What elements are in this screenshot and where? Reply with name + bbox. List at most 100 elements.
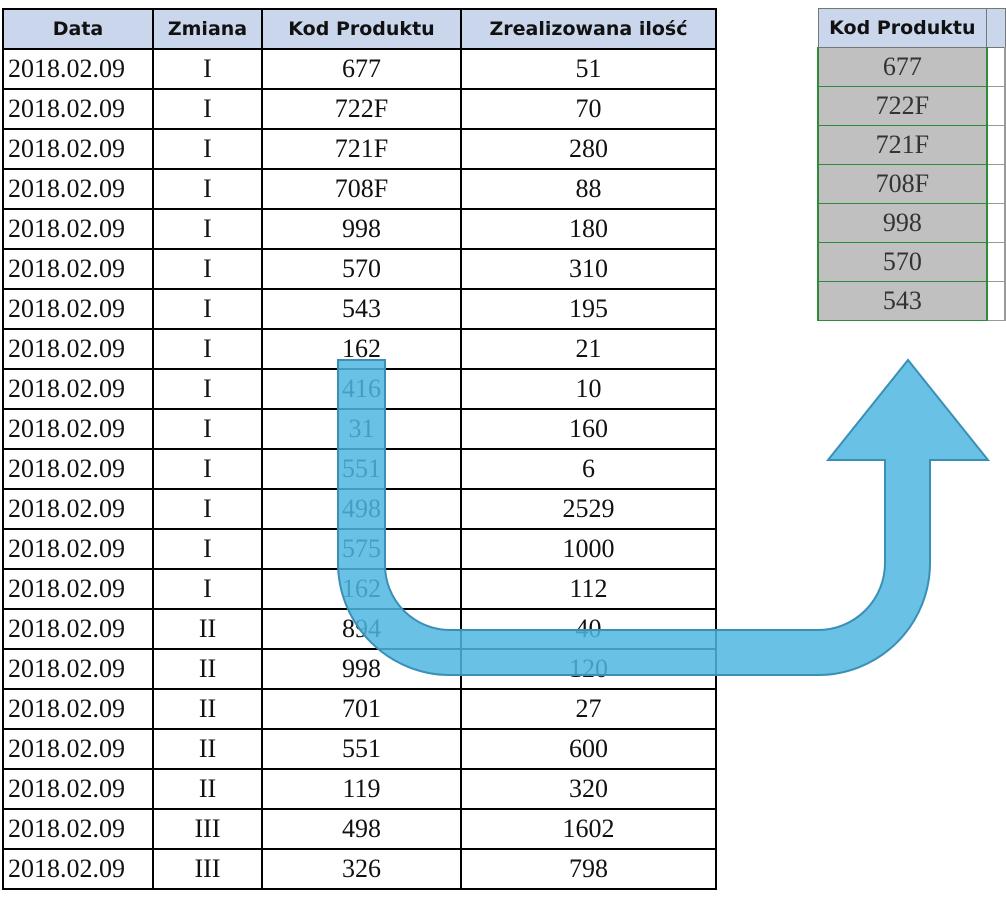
table-cell: II bbox=[152, 768, 263, 810]
table-cell: II bbox=[152, 608, 263, 650]
table-cell: 2018.02.09 bbox=[2, 688, 154, 730]
table-cell: I bbox=[152, 48, 263, 90]
table-row: 2018.02.09 I 708F 88 bbox=[2, 168, 717, 210]
product-code-table: Kod Produktu 677 722F 721F 708F 998 570 543 bbox=[817, 8, 1006, 321]
table-cell: 998 bbox=[817, 203, 988, 243]
table-cell bbox=[985, 203, 1006, 243]
table-cell: I bbox=[152, 168, 263, 210]
table-cell: 2018.02.09 bbox=[2, 368, 154, 410]
table-row: 2018.02.09 III 498 1602 bbox=[2, 808, 717, 850]
table-cell: 543 bbox=[817, 281, 988, 321]
table-cell: I bbox=[152, 88, 263, 130]
table-row: 2018.02.09 I 722F 70 bbox=[2, 88, 717, 130]
table-cell: 195 bbox=[460, 288, 717, 330]
table-cell: 2018.02.09 bbox=[2, 448, 154, 490]
table-cell: 2018.02.09 bbox=[2, 328, 154, 370]
table-cell bbox=[985, 86, 1006, 126]
table-cell bbox=[985, 281, 1006, 321]
table-cell: II bbox=[152, 648, 263, 690]
table-cell: 326 bbox=[261, 848, 462, 890]
table-cell: 21 bbox=[460, 328, 717, 370]
table-cell: II bbox=[152, 688, 263, 730]
table-cell: 2018.02.09 bbox=[2, 608, 154, 650]
table-cell: 2018.02.09 bbox=[2, 728, 154, 770]
table-cell: 88 bbox=[460, 168, 717, 210]
header-cell: Zrealizowana ilość bbox=[460, 8, 717, 50]
table-cell: 2018.02.09 bbox=[2, 528, 154, 570]
header-cell: Zmiana bbox=[152, 8, 263, 50]
table-row: 2018.02.09 II 551 600 bbox=[2, 728, 717, 770]
table-cell: 2018.02.09 bbox=[2, 408, 154, 450]
table-cell: 998 bbox=[261, 208, 462, 250]
table-cell: 1602 bbox=[460, 808, 717, 850]
table-cell: I bbox=[152, 408, 263, 450]
header-cell bbox=[986, 8, 1006, 48]
table-cell bbox=[985, 164, 1006, 204]
table-cell: I bbox=[152, 128, 263, 170]
table-cell: 2018.02.09 bbox=[2, 488, 154, 530]
header-row: Kod Produktu bbox=[817, 8, 1006, 48]
table-cell: I bbox=[152, 288, 263, 330]
table-cell: 2018.02.09 bbox=[2, 848, 154, 890]
table-cell: 27 bbox=[460, 688, 717, 730]
table-cell: 570 bbox=[261, 248, 462, 290]
table-cell: 112 bbox=[460, 568, 717, 610]
table-cell: II bbox=[152, 728, 263, 770]
table-cell: 320 bbox=[460, 768, 717, 810]
table-cell bbox=[985, 125, 1006, 165]
table-cell: 721F bbox=[261, 128, 462, 170]
header-cell: Kod Produktu bbox=[261, 8, 462, 50]
table-cell: III bbox=[152, 848, 263, 890]
table-cell: I bbox=[152, 368, 263, 410]
table-cell: 551 bbox=[261, 728, 462, 770]
table-row: 2018.02.09I5516 bbox=[2, 448, 717, 490]
table-cell: 2018.02.09 bbox=[2, 168, 154, 210]
table-cell: 570 bbox=[817, 242, 988, 282]
header-cell: Kod Produktu bbox=[817, 8, 988, 48]
copy-arrow bbox=[337, 358, 991, 676]
table-cell: 280 bbox=[460, 128, 717, 170]
table-cell: I bbox=[152, 568, 263, 610]
table-cell bbox=[985, 242, 1006, 282]
table-row: 2018.02.09 I 543 195 bbox=[2, 288, 717, 330]
table-cell: 70 bbox=[460, 88, 717, 130]
table-row: 2018.02.09 I 677 51 bbox=[2, 48, 717, 90]
table-row: 2018.02.09 III 326 798 bbox=[2, 848, 717, 890]
table-row: 570 bbox=[817, 242, 1006, 282]
table-cell: 2018.02.09 bbox=[2, 288, 154, 330]
table-cell: 2018.02.09 bbox=[2, 768, 154, 810]
table-cell: I bbox=[152, 528, 263, 570]
header-row: Data Zmiana Kod Produktu Zrealizowana ilość bbox=[2, 8, 717, 50]
table-row: 2018.02.09 I 570 310 bbox=[2, 248, 717, 290]
table-cell: 180 bbox=[460, 208, 717, 250]
table-row: 2018.02.09I162112 bbox=[2, 568, 717, 610]
table-cell: 798 bbox=[460, 848, 717, 890]
table-cell: I bbox=[152, 248, 263, 290]
table-cell: 708F bbox=[261, 168, 462, 210]
table-cell: 119 bbox=[261, 768, 462, 810]
table-cell: 10 bbox=[460, 368, 717, 410]
table-cell: I bbox=[152, 208, 263, 250]
table-cell: III bbox=[152, 808, 263, 850]
table-cell: 600 bbox=[460, 728, 717, 770]
table-row: 2018.02.09 I 998 180 bbox=[2, 208, 717, 250]
table-cell: 2018.02.09 bbox=[2, 248, 154, 290]
table-cell: 2018.02.09 bbox=[2, 128, 154, 170]
table-row: 721F bbox=[817, 125, 1006, 165]
table-cell: 2018.02.09 bbox=[2, 568, 154, 610]
table-cell: 677 bbox=[261, 48, 462, 90]
table-row: 708F bbox=[817, 164, 1006, 204]
table-cell: 2018.02.09 bbox=[2, 88, 154, 130]
table-cell: 6 bbox=[460, 448, 717, 490]
table-cell: 51 bbox=[460, 48, 717, 90]
table-row: 2018.02.09 II 701 27 bbox=[2, 688, 717, 730]
header-cell: Data bbox=[2, 8, 154, 50]
table-cell: 310 bbox=[460, 248, 717, 290]
table-cell: 160 bbox=[460, 408, 717, 450]
table-row: 543 bbox=[817, 281, 1006, 321]
table-cell: 722F bbox=[261, 88, 462, 130]
table-cell: 2529 bbox=[460, 488, 717, 530]
table-row: 2018.02.09 II 119 320 bbox=[2, 768, 717, 810]
